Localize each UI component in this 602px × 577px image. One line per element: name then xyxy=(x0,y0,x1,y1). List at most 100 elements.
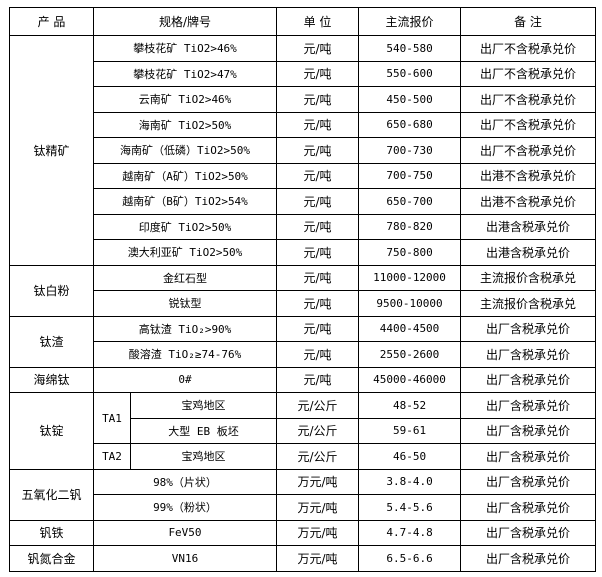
product-cell: 五氧化二钒 xyxy=(9,468,94,521)
spec-cell: 宝鸡地区 xyxy=(129,392,278,419)
product-cell: 钛精矿 xyxy=(9,35,94,266)
table-row: 钛锭 TA1 宝鸡地区 元/公斤 48-52 出厂含税承兑价 xyxy=(9,392,597,470)
spec-cell: 99%（粉状） xyxy=(92,494,278,521)
note-cell: 出厂不含税承兑价 xyxy=(460,60,597,87)
note-cell: 出港含税承兑价 xyxy=(460,239,597,266)
table-row: 澳大利亚矿 TiO2>50% 元/吨 750-800 出港含税承兑价 xyxy=(10,239,597,266)
spec-cell: FeV50 xyxy=(92,519,278,546)
note-cell: 出厂含税承兑价 xyxy=(460,366,597,393)
table-row: 攀枝花矿 TiO2>47% 元/吨 550-600 出厂不含税承兑价 xyxy=(10,60,597,87)
table-row: 大型 EB 板坯 元/公斤 59-61 出厂含税承兑价 xyxy=(10,417,597,444)
note-cell: 出港不含税承兑价 xyxy=(460,162,597,189)
unit-cell: 元/吨 xyxy=(276,86,360,113)
note-cell: 出厂含税承兑价 xyxy=(460,443,597,470)
unit-cell: 元/吨 xyxy=(276,239,360,266)
table-row: 钛渣 高钛渣 TiO₂>90% 元/吨 4400-4500 出厂含税承兑价 xyxy=(9,315,597,368)
price-cell: 45000-46000 xyxy=(358,366,462,393)
note-cell: 出厂不含税承兑价 xyxy=(460,137,597,164)
note-cell: 出港不含税承兑价 xyxy=(460,188,597,215)
unit-cell: 万元/吨 xyxy=(276,519,360,546)
note-cell: 出厂含税承兑价 xyxy=(460,494,597,521)
table-row: 越南矿（B矿）TiO2>54% 元/吨 650-700 出港不含税承兑价 xyxy=(10,188,597,215)
table-row: 印度矿 TiO2>50% 元/吨 780-820 出港含税承兑价 xyxy=(10,213,597,240)
table-row: 锐钛型 元/吨 9500-10000 主流报价含税承兑 xyxy=(10,290,597,317)
price-cell: 550-600 xyxy=(358,60,462,87)
note-cell: 出厂含税承兑价 xyxy=(460,468,597,495)
unit-cell: 万元/吨 xyxy=(276,545,360,572)
spec-cell: 海南矿 TiO2>50% xyxy=(92,111,278,138)
table-row: 海南矿 TiO2>50% 元/吨 650-680 出厂不含税承兑价 xyxy=(10,111,597,138)
spec-cell: 大型 EB 板坯 xyxy=(129,417,278,444)
price-cell: 3.8-4.0 xyxy=(358,468,462,495)
unit-cell: 元/吨 xyxy=(276,264,360,291)
table-row: 99%（粉状） 万元/吨 5.4-5.6 出厂含税承兑价 xyxy=(10,494,597,521)
note-cell: 出厂不含税承兑价 xyxy=(460,86,597,113)
unit-cell: 元/吨 xyxy=(276,366,360,393)
spec-cell: 攀枝花矿 TiO2>47% xyxy=(92,60,278,87)
table-row: 钒铁 FeV50 万元/吨 4.7-4.8 出厂含税承兑价 xyxy=(9,519,597,546)
header-unit: 单 位 xyxy=(276,7,360,36)
spec-cell: 海南矿（低磷）TiO2>50% xyxy=(92,137,278,164)
price-cell: 780-820 xyxy=(358,213,462,240)
price-cell: 4400-4500 xyxy=(358,315,462,342)
table-row: 海南矿（低磷）TiO2>50% 元/吨 700-730 出厂不含税承兑价 xyxy=(10,137,597,164)
note-cell: 出厂含税承兑价 xyxy=(460,417,597,444)
note-cell: 出厂含税承兑价 xyxy=(460,545,597,572)
note-cell: 主流报价含税承兑 xyxy=(460,290,597,317)
spec-cell: 宝鸡地区 xyxy=(129,443,278,470)
unit-cell: 万元/吨 xyxy=(276,494,360,521)
price-cell: 5.4-5.6 xyxy=(358,494,462,521)
unit-cell: 元/吨 xyxy=(276,188,360,215)
table-row: 钛精矿 攀枝花矿 TiO2>46% 元/吨 540-580 出厂不含税承兑价 xyxy=(9,35,597,266)
price-cell: 2550-2600 xyxy=(358,341,462,368)
spec-cell: 高钛渣 TiO₂>90% xyxy=(92,315,278,342)
spec-cell: 澳大利亚矿 TiO2>50% xyxy=(92,239,278,266)
price-cell: 540-580 xyxy=(358,35,462,62)
price-cell: 4.7-4.8 xyxy=(358,519,462,546)
unit-cell: 元/吨 xyxy=(276,290,360,317)
table-row: 钛白粉 金红石型 元/吨 11000-12000 主流报价含税承兑 xyxy=(9,264,597,317)
product-cell: 钛白粉 xyxy=(9,264,94,317)
header-spec: 规格/牌号 xyxy=(92,7,278,36)
spec-cell: 98%（片状） xyxy=(92,468,278,495)
table-row: 钒氮合金 VN16 万元/吨 6.5-6.6 出厂含税承兑价 xyxy=(9,545,597,572)
product-cell: 钒氮合金 xyxy=(9,545,94,572)
table-row: 五氧化二钒 98%（片状） 万元/吨 3.8-4.0 出厂含税承兑价 xyxy=(9,468,597,521)
spec-cell: 越南矿（A矿）TiO2>50% xyxy=(92,162,278,189)
spec-cell: 0# xyxy=(92,366,278,393)
header-row: 产 品 规格/牌号 单 位 主流报价 备 注 xyxy=(9,7,597,36)
price-cell: 700-750 xyxy=(358,162,462,189)
spec-cell: 越南矿（B矿）TiO2>54% xyxy=(92,188,278,215)
unit-cell: 元/吨 xyxy=(276,341,360,368)
table-row: 云南矿 TiO2>46% 元/吨 450-500 出厂不含税承兑价 xyxy=(10,86,597,113)
unit-cell: 元/吨 xyxy=(276,137,360,164)
spec-cell: 金红石型 xyxy=(92,264,278,291)
spec-cell: 锐钛型 xyxy=(92,290,278,317)
unit-cell: 元/公斤 xyxy=(276,392,360,419)
price-cell: 750-800 xyxy=(358,239,462,266)
note-cell: 出厂含税承兑价 xyxy=(460,341,597,368)
header-product: 产 品 xyxy=(9,7,94,36)
header-price: 主流报价 xyxy=(358,7,462,36)
note-cell: 出厂含税承兑价 xyxy=(460,392,597,419)
price-cell: 46-50 xyxy=(358,443,462,470)
spec-cell: 印度矿 TiO2>50% xyxy=(92,213,278,240)
product-cell: 钛渣 xyxy=(9,315,94,368)
unit-cell: 元/公斤 xyxy=(276,417,360,444)
price-table: 产 品 规格/牌号 单 位 主流报价 备 注 钛精矿 攀枝花矿 TiO2>46% 元… xyxy=(9,7,597,572)
unit-cell: 元/吨 xyxy=(276,60,360,87)
product-cell: 钛锭 xyxy=(9,392,94,470)
unit-cell: 元/吨 xyxy=(276,35,360,62)
spec-cell: 云南矿 TiO2>46% xyxy=(92,86,278,113)
spec-cell: 攀枝花矿 TiO2>46% xyxy=(92,35,278,62)
price-cell: 11000-12000 xyxy=(358,264,462,291)
note-cell: 出厂含税承兑价 xyxy=(460,519,597,546)
note-cell: 出厂不含税承兑价 xyxy=(460,35,597,62)
price-cell: 700-730 xyxy=(358,137,462,164)
table-row: 越南矿（A矿）TiO2>50% 元/吨 700-750 出港不含税承兑价 xyxy=(10,162,597,189)
grade-cell: TA2 xyxy=(93,443,131,470)
note-cell: 出厂不含税承兑价 xyxy=(460,111,597,138)
unit-cell: 元/公斤 xyxy=(276,443,360,470)
header-note: 备 注 xyxy=(460,7,597,36)
product-cell: 海绵钛 xyxy=(9,366,94,393)
